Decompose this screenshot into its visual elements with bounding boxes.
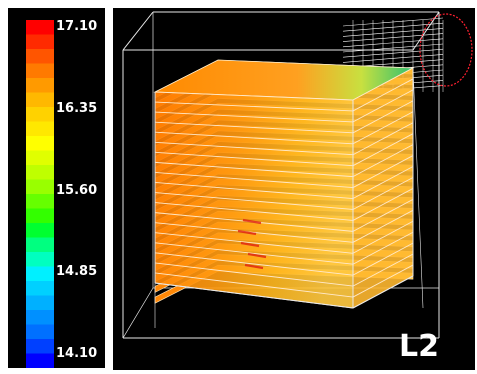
color-scale-bar <box>26 20 54 368</box>
wire-edge <box>123 12 153 50</box>
color-band <box>26 238 54 253</box>
color-band <box>26 281 54 296</box>
color-band <box>26 223 54 238</box>
color-band <box>26 325 54 340</box>
color-band <box>26 180 54 195</box>
color-band <box>26 267 54 282</box>
color-band <box>26 310 54 325</box>
color-band <box>26 296 54 311</box>
color-band <box>26 194 54 209</box>
tick-upper: 16.35 <box>56 102 97 115</box>
tick-mid: 15.60 <box>56 184 97 197</box>
color-band <box>26 122 54 137</box>
3d-plate-stack-visualization <box>113 8 475 370</box>
wire-edge <box>413 68 423 308</box>
plate-stack <box>155 60 413 308</box>
color-band <box>26 136 54 151</box>
color-band <box>26 107 54 122</box>
color-band <box>26 64 54 79</box>
3d-view-panel: L2 <box>113 8 475 370</box>
tick-min: 14.10 <box>56 347 97 360</box>
legend-panel: 17.10 16.35 15.60 14.85 14.10 <box>8 8 105 368</box>
front-face <box>155 92 353 308</box>
color-band <box>26 35 54 50</box>
view-label: L2 <box>399 332 439 362</box>
color-band <box>26 209 54 224</box>
wire-edge <box>123 288 153 338</box>
color-band <box>26 252 54 267</box>
color-band <box>26 93 54 108</box>
color-band <box>26 78 54 93</box>
color-band <box>26 49 54 64</box>
pipe-outlet-ring <box>420 14 472 86</box>
side-face <box>353 68 413 308</box>
color-band <box>26 339 54 354</box>
color-band <box>26 151 54 166</box>
tick-lower: 14.85 <box>56 265 97 278</box>
color-band <box>26 354 54 369</box>
color-band <box>26 165 54 180</box>
tick-max: 17.10 <box>56 20 97 33</box>
color-band <box>26 20 54 35</box>
